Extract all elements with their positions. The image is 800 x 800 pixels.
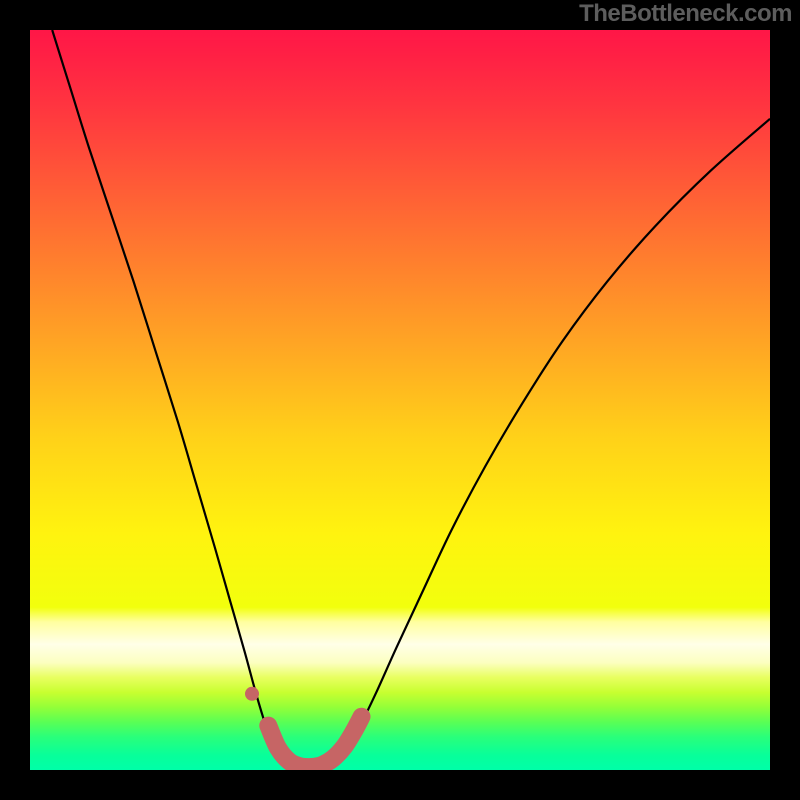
bottleneck-chart: [0, 0, 800, 800]
chart-container: TheBottleneck.com: [0, 0, 800, 800]
plot-background: [30, 30, 770, 770]
highlight-dot: [245, 687, 259, 701]
watermark-text: TheBottleneck.com: [579, 0, 792, 28]
